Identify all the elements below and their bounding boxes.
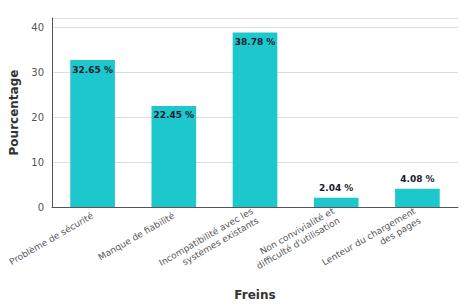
svg-text:Freins: Freins xyxy=(234,288,275,302)
svg-text:systèmes existants: systèmes existants xyxy=(180,215,260,267)
svg-text:Non convivialité et: Non convivialité et xyxy=(258,205,336,257)
svg-text:0: 0 xyxy=(38,202,44,213)
svg-text:Manque de fiabilité: Manque de fiabilité xyxy=(96,210,177,263)
svg-text:4.08 %: 4.08 % xyxy=(400,174,434,184)
svg-text:40: 40 xyxy=(31,22,44,33)
svg-text:38.78 %: 38.78 % xyxy=(235,37,276,47)
svg-text:2.04 %: 2.04 % xyxy=(319,183,353,193)
svg-text:22.45 %: 22.45 % xyxy=(153,110,194,120)
svg-text:30: 30 xyxy=(31,67,44,78)
svg-text:difficulté d'utilisation: difficulté d'utilisation xyxy=(254,215,342,272)
svg-text:20: 20 xyxy=(31,112,44,123)
svg-text:Problème de sécurité: Problème de sécurité xyxy=(8,210,96,267)
svg-text:des pages: des pages xyxy=(378,215,423,247)
svg-text:Lenteur du chargement: Lenteur du chargement xyxy=(320,206,417,268)
svg-text:32.65 %: 32.65 % xyxy=(72,65,113,75)
svg-text:Pourcentage: Pourcentage xyxy=(7,70,21,156)
svg-text:Incompatibilité avec les: Incompatibilité avec les xyxy=(157,206,255,268)
svg-text:10: 10 xyxy=(31,157,44,168)
